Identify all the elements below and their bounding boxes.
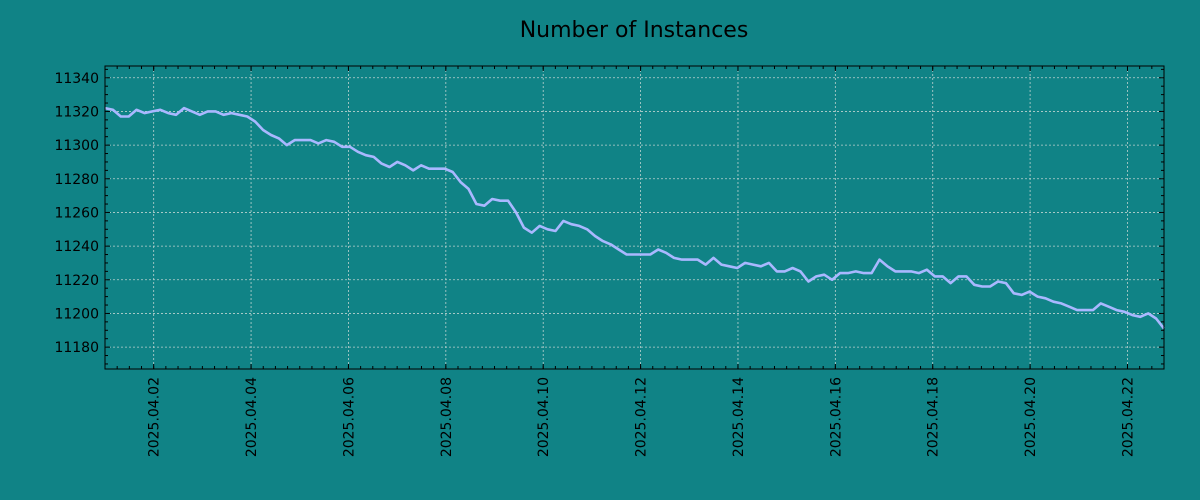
x-axis: 2025.04.02 2025.04.04 2025.04.06 2025.04.08… bbox=[104, 66, 1165, 457]
chart-title: Number of Instances bbox=[520, 18, 749, 43]
plot-frame bbox=[104, 65, 1165, 370]
y-tick-label: 11240 bbox=[54, 239, 99, 255]
x-tick-label: 2025.04.12 bbox=[634, 377, 650, 457]
y-tick-label: 11220 bbox=[54, 273, 99, 289]
x-tick-label: 2025.04.20 bbox=[1023, 377, 1039, 457]
x-tick-label: 2025.04.16 bbox=[828, 377, 844, 457]
x-tick-label: 2025.04.06 bbox=[341, 377, 357, 457]
y-axis: 11180 11200 11220 11240 11260 11280 11300 11320… bbox=[54, 68, 1164, 365]
x-tick-label: 2025.04.08 bbox=[439, 377, 455, 457]
x-tick-label: 2025.04.22 bbox=[1120, 377, 1136, 457]
y-tick-label: 11340 bbox=[54, 71, 99, 87]
x-tick-label: 2025.04.02 bbox=[147, 377, 163, 457]
x-tick-label: 2025.04.14 bbox=[731, 377, 747, 457]
series-line bbox=[104, 106, 1166, 330]
x-tick-label: 2025.04.04 bbox=[244, 377, 260, 457]
x-tick-label: 2025.04.10 bbox=[536, 377, 552, 457]
y-tick-label: 11180 bbox=[54, 340, 99, 356]
y-tick-label: 11300 bbox=[54, 138, 99, 154]
grid bbox=[105, 66, 1164, 369]
series-layer bbox=[104, 106, 1166, 330]
y-tick-label: 11260 bbox=[54, 205, 99, 221]
y-tick-label: 11280 bbox=[54, 172, 99, 188]
x-tick-label: 2025.04.18 bbox=[926, 377, 942, 457]
y-tick-label: 11200 bbox=[54, 306, 99, 322]
y-tick-label: 11320 bbox=[54, 104, 99, 120]
